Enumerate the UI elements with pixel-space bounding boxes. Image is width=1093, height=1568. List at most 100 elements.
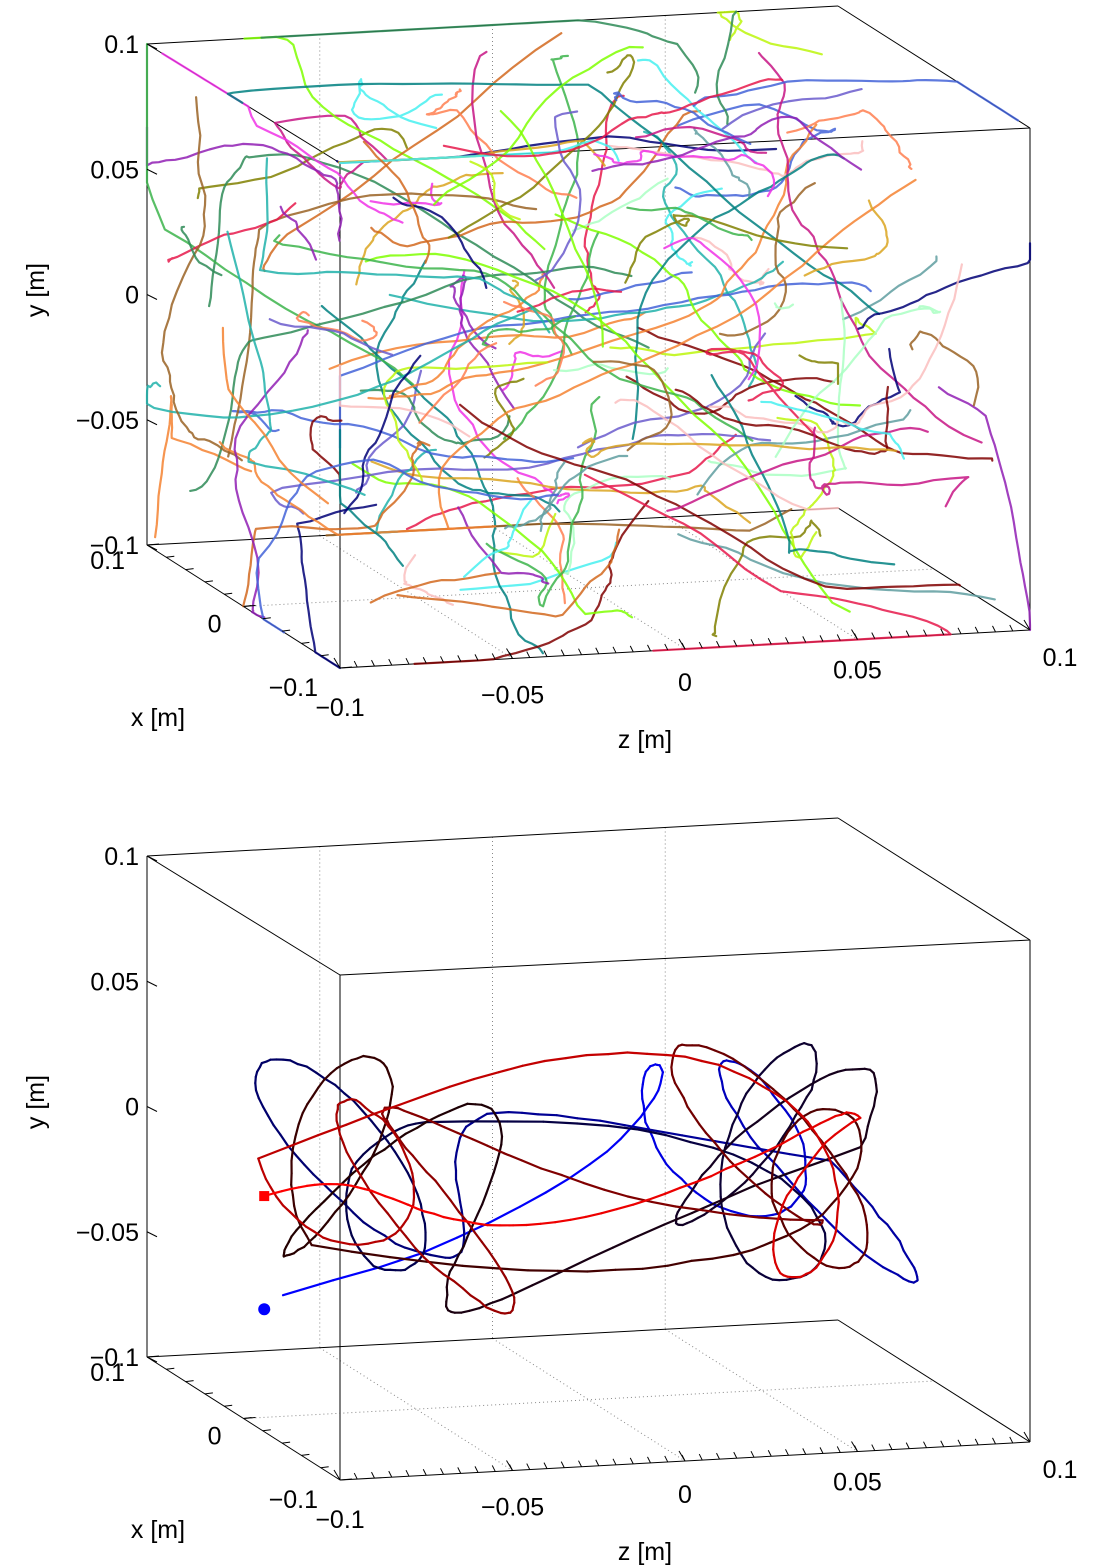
trajectory-line (226, 230, 366, 496)
z-minor-tick (681, 1454, 686, 1462)
trajectory-segment (531, 1276, 551, 1287)
trajectory-segment (734, 1128, 748, 1140)
trajectory-segment (387, 1072, 393, 1081)
trajectory-line (226, 82, 881, 316)
trajectory-segment (378, 1202, 389, 1215)
trajectory-segment (480, 1240, 490, 1253)
trajectory-line (370, 109, 701, 248)
trajectory-segment (713, 1141, 724, 1153)
trajectory-line (145, 308, 533, 419)
trajectory-segment (472, 1071, 500, 1081)
trajectory-segment (425, 1260, 464, 1268)
trajectory-segment (740, 1092, 748, 1105)
trajectory-segment (486, 1144, 506, 1155)
trajectory-line (383, 361, 549, 483)
z-minor-tick (836, 1446, 841, 1453)
box-edge (339, 939, 1031, 976)
x-tick-label: 0.1 (90, 547, 125, 575)
trajectory-segment (254, 1089, 260, 1100)
trajectory-line (643, 130, 758, 388)
trajectory-segment (275, 1195, 284, 1207)
trajectory-line (405, 433, 737, 531)
trajectory-segment (257, 1097, 265, 1108)
trajectory-segment (370, 1189, 380, 1195)
trajectory-segment (736, 1102, 743, 1115)
trajectory-segment (818, 1254, 826, 1264)
y-tick-label: −0.05 (76, 1219, 139, 1247)
trajectory-segment (341, 1172, 354, 1185)
trajectory-segment (331, 1191, 344, 1204)
z-minor-tick (457, 655, 462, 662)
trajectory-line (350, 78, 443, 130)
x-minor-tick (224, 592, 233, 595)
trajectory-segment (632, 1198, 650, 1206)
trajectory-segment (334, 1203, 344, 1213)
trajectory-segment (764, 1213, 775, 1218)
trajectory-line (634, 125, 768, 154)
trajectory-line (808, 426, 970, 508)
trajectory-segment (772, 1198, 784, 1207)
y-tick-label: 0.1 (104, 31, 139, 59)
z-minor-tick (647, 1456, 651, 1464)
z-minor-tick (940, 1440, 945, 1447)
trajectory-segment (341, 1193, 351, 1206)
trajectory-line (449, 274, 515, 410)
trajectory-segment (363, 1187, 373, 1192)
trajectory-line (581, 437, 898, 458)
trajectory-segment (438, 1109, 451, 1117)
trajectory-segment (796, 1188, 808, 1202)
z-minor-tick (509, 1464, 513, 1471)
z-minor-tick (629, 1457, 634, 1465)
z-minor-tick (957, 627, 962, 635)
trajectory-line (592, 360, 673, 452)
z-minor-tick (940, 628, 945, 635)
trajectory-segment (343, 1058, 353, 1066)
trajectories (254, 1041, 919, 1315)
trajectory-segment (346, 1218, 351, 1228)
trajectory-segment (425, 1170, 437, 1182)
z-minor-tick (629, 645, 634, 653)
trajectory-segment (410, 1112, 423, 1119)
trajectory-line (503, 300, 566, 387)
trajectory-segment (350, 1250, 391, 1259)
trajectory-segment (782, 1224, 790, 1236)
trajectory-segment (492, 1161, 498, 1174)
trajectory-segment (453, 1254, 460, 1266)
y-tick-label: 0.05 (90, 968, 139, 996)
trajectory-segment (539, 1221, 557, 1225)
trajectory-segment (823, 1240, 827, 1251)
trajectory-segment (357, 1242, 370, 1246)
z-minor-tick (526, 651, 531, 658)
trajectory-segment (290, 1146, 295, 1162)
trajectory-segment (799, 1083, 812, 1093)
trajectory-segment (810, 1078, 815, 1091)
trajectory-segment (442, 1273, 455, 1283)
trajectory-segment (301, 1103, 309, 1115)
trajectory-segment (659, 1154, 668, 1166)
trajectory-segment (423, 1210, 435, 1215)
z-tick-label: −0.1 (315, 1506, 364, 1534)
trajectory-segment (452, 1279, 464, 1290)
trajectory-segment (362, 1147, 372, 1156)
trajectory-segment (288, 1134, 320, 1148)
trajectory-segment (463, 1219, 477, 1225)
trajectory-segment (861, 1204, 867, 1218)
trajectory-line (583, 473, 952, 652)
trajectory-line (279, 205, 318, 261)
trajectory-segment (786, 1124, 795, 1133)
trajectory-segment (751, 1071, 764, 1082)
trajectory-segment (387, 1125, 395, 1134)
trajectory-line (710, 374, 896, 566)
z-axis-label: z [m] (618, 1538, 672, 1566)
trajectory-line (355, 172, 504, 286)
z-minor-tick (992, 1437, 996, 1445)
trajectory-segment (345, 1113, 375, 1126)
trajectory-line (447, 269, 571, 505)
trajectory-segment (776, 1145, 782, 1156)
trajectory-segment (480, 1103, 489, 1109)
trajectory-segment (725, 1161, 743, 1170)
trajectory-segment (747, 1177, 759, 1188)
trajectory-segment (722, 1088, 728, 1100)
trajectory-segment (723, 1134, 731, 1149)
